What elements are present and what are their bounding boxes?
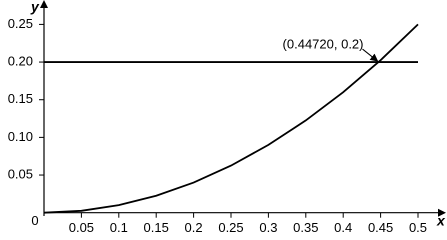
x-tick-label: 0.5 [409, 220, 427, 235]
line-series [43, 23, 419, 214]
x-axis-label: x [436, 213, 446, 229]
y-tick-label: 0.20 [8, 53, 33, 68]
x-axis-arrow [438, 208, 446, 217]
annotation-arrow [362, 48, 379, 62]
x-tick-label: 0.3 [259, 220, 277, 235]
x-tick-label: 0.4 [334, 220, 352, 235]
y-tick-label: 0.25 [8, 16, 33, 31]
x-tick-label: 0.35 [293, 220, 318, 235]
annotation-label: (0.44720, 0.2) [283, 36, 364, 51]
x-tick-label: 0.45 [368, 220, 393, 235]
x-tick-label: 0 [31, 213, 38, 228]
y-tick-label: 0.10 [8, 129, 33, 144]
y-tick-label: 0.05 [8, 166, 33, 181]
x-tick-label: 0.2 [185, 220, 203, 235]
x-tick-label: 0.25 [218, 220, 243, 235]
y-axis-label: y [30, 0, 40, 15]
x-tick-label: 0.05 [69, 220, 94, 235]
y-axis-arrow [40, 0, 48, 8]
x-tick-label: 0.1 [110, 220, 128, 235]
x-tick-label: 0.15 [144, 220, 169, 235]
y-tick-label: 0.15 [8, 91, 33, 106]
